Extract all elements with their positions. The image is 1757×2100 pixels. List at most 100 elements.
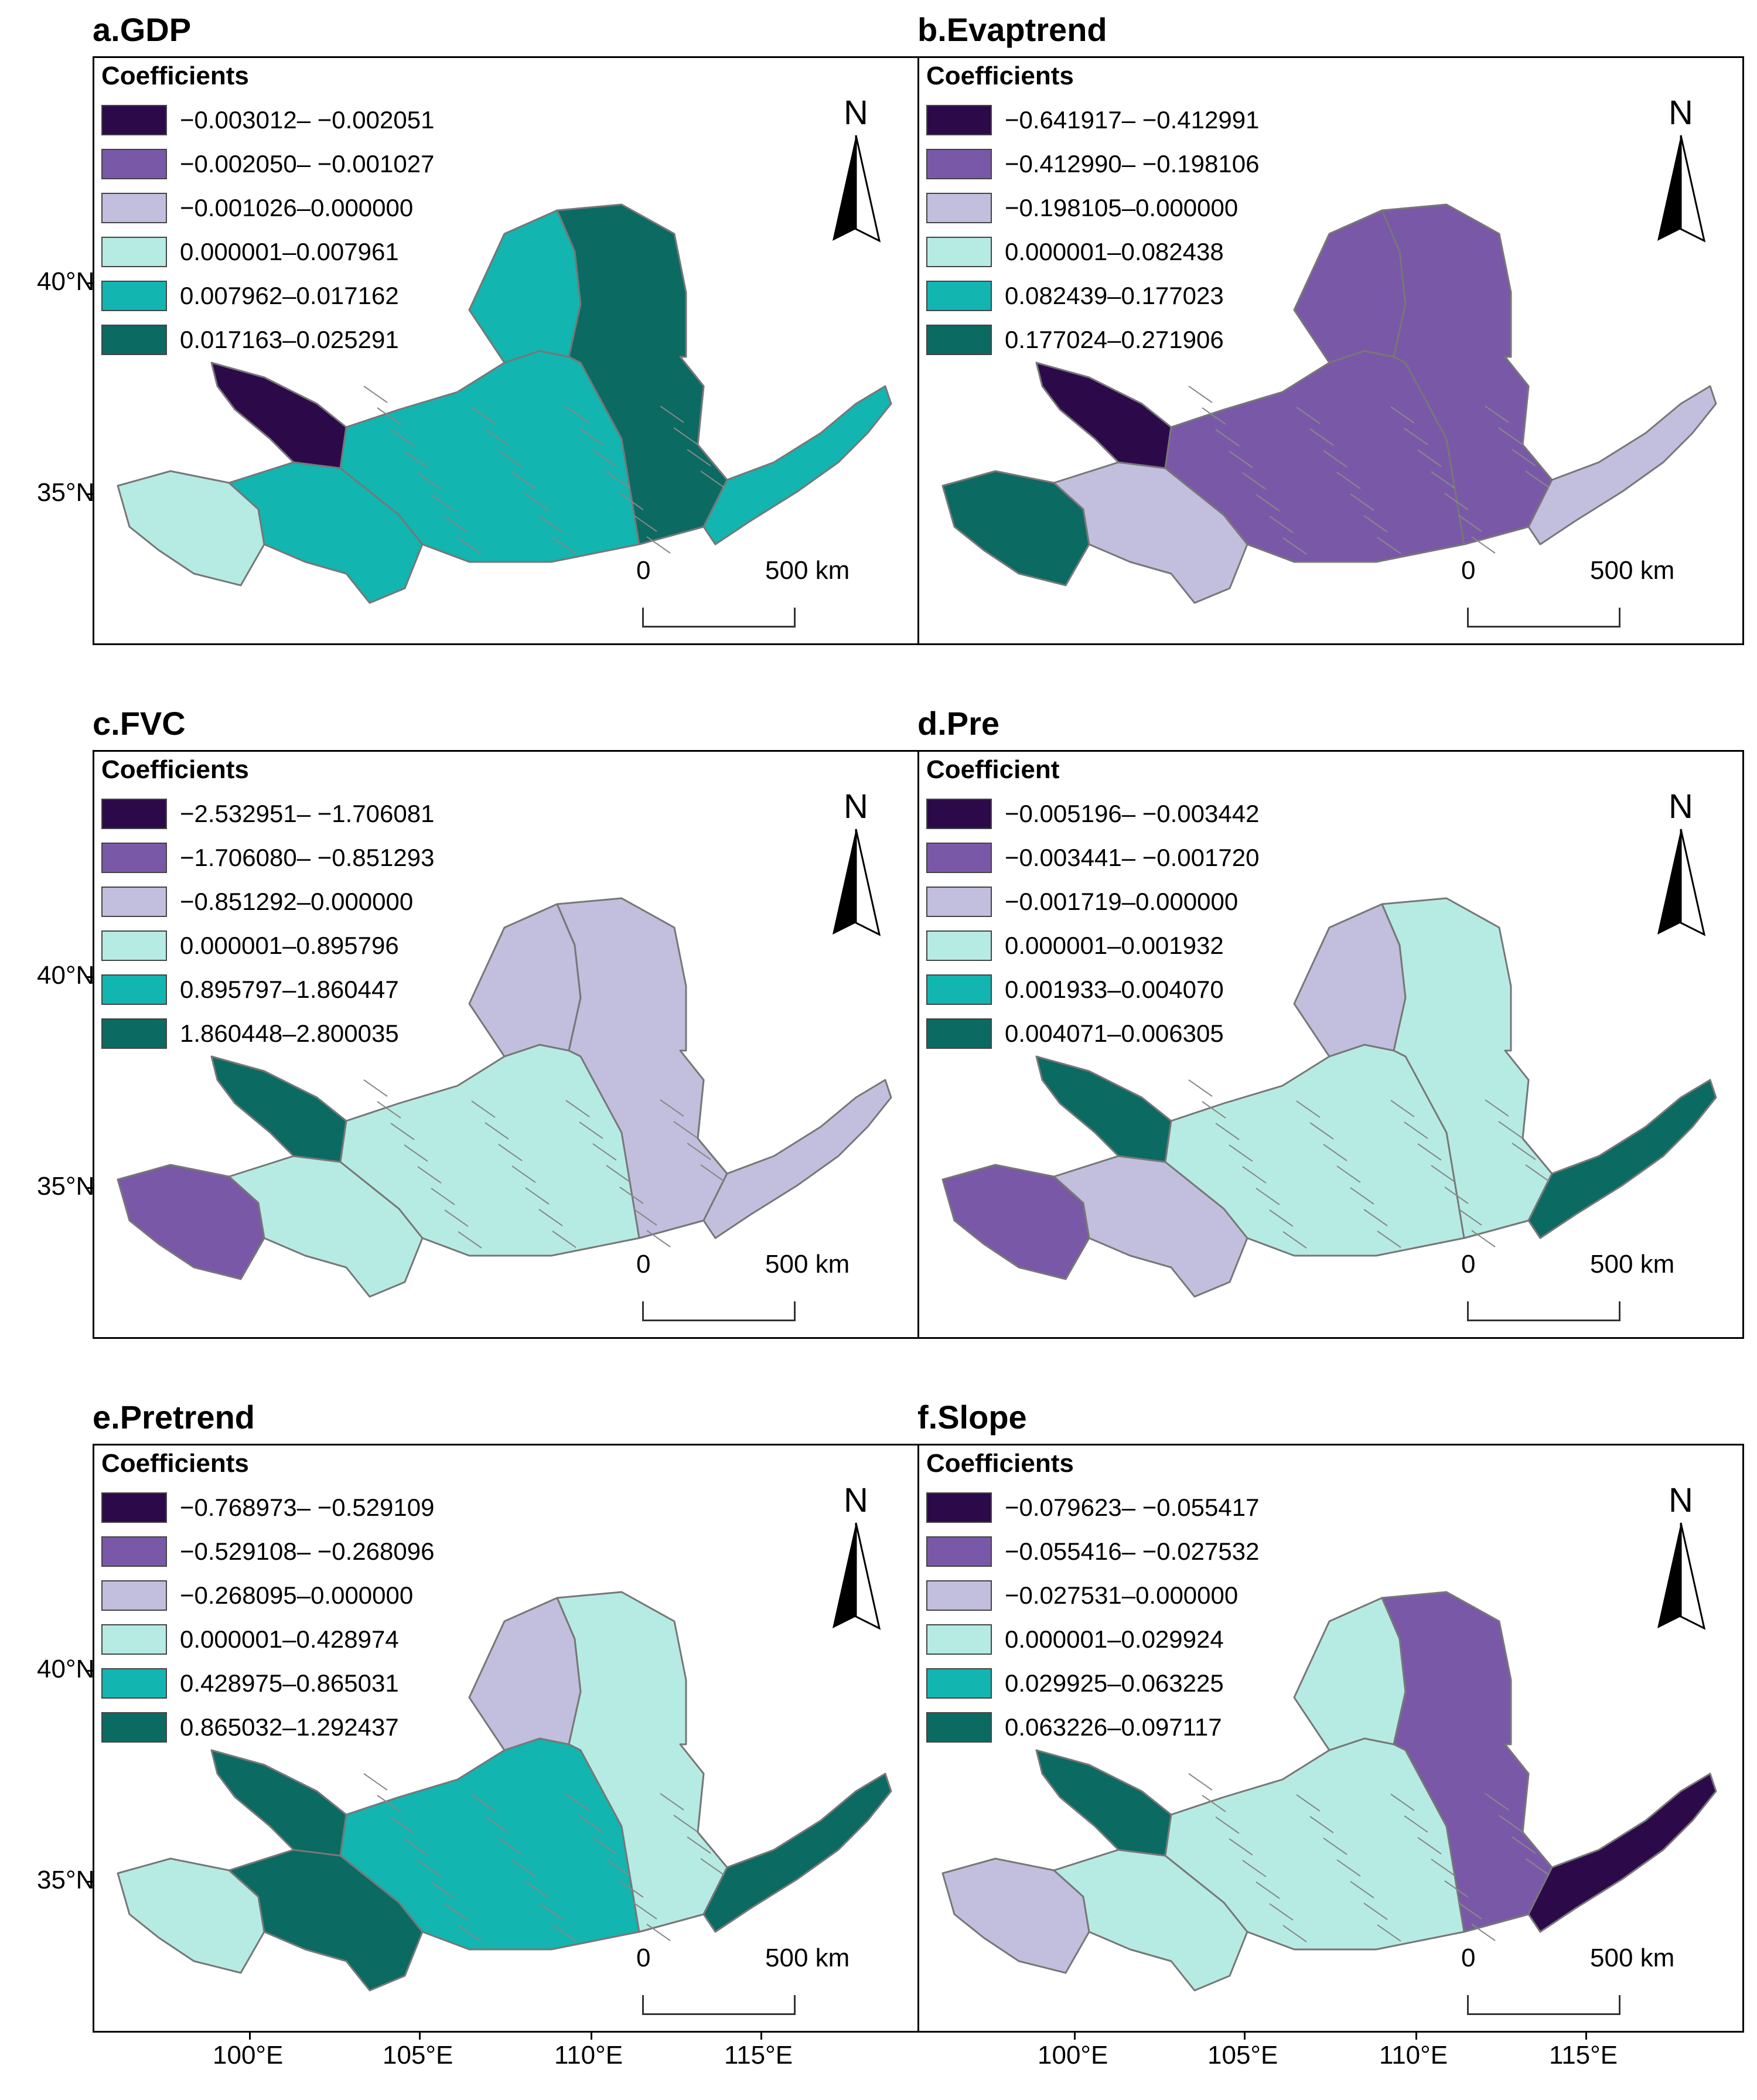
longitude-label: 110°E [554,2041,623,2070]
legend-swatch [101,236,167,267]
county-boundary [1363,1903,1388,1920]
county-boundary [1444,493,1469,510]
north-arrow-icon: N [830,1481,882,1634]
legend-item: 0.000001–0.895796 [101,923,434,967]
county-boundary [687,1143,711,1160]
legend-label: −0.198105–0.000000 [1005,193,1239,221]
county-boundary [458,1925,482,1942]
county-boundary [458,1231,482,1249]
county-boundary [1363,1209,1388,1226]
county-boundary [1296,407,1321,424]
north-arrow-icon: N [1654,93,1707,247]
county-boundary [1431,471,1455,489]
legend-label: −0.002050– −0.001027 [180,149,435,178]
region-west [117,470,265,587]
county-boundary [404,451,428,468]
legend-item: −0.001719–0.000000 [926,879,1259,923]
scale-line [642,608,796,628]
county-boundary [1390,1100,1415,1117]
county-boundary [363,386,388,403]
county-boundary [1215,1123,1240,1140]
scale-bar: 0 500 km [1461,1944,1695,2020]
legend-label: 0.000001–0.001932 [1005,931,1224,959]
county-boundary [1512,1836,1536,1854]
north-arrow-icon: N [830,787,882,940]
legend-item: 0.007962–0.017162 [101,274,434,318]
panel-title-b: b.Evaptrend [917,11,1107,48]
county-boundary [1512,1143,1536,1160]
legend: Coefficients −0.079623– −0.055417 −0.05541… [926,1449,1259,1749]
county-boundary [1525,471,1550,488]
county-boundary [363,1773,388,1791]
scale-start-label: 0 [636,1250,651,1279]
map-panel-e: Coefficients −0.768973– −0.529109 −0.52910… [93,1444,919,2033]
county-boundary [1471,1230,1496,1247]
county-boundary [606,1165,630,1182]
legend-title: Coefficients [926,62,1074,90]
legend-label: −2.532951– −1.706081 [180,799,435,827]
legend-swatch [101,1492,167,1523]
legend-swatch [926,148,992,179]
longitude-tick [760,2033,762,2040]
county-boundary [1498,1121,1523,1138]
county-boundary [525,1881,550,1898]
county-boundary [1323,1838,1347,1855]
scale-line [1467,1995,1620,2015]
county-boundary [1202,1795,1226,1812]
county-boundary [511,1165,536,1183]
scale-bar: 0 500 km [636,556,871,632]
north-label: N [1669,1481,1693,1519]
legend: Coefficients −0.641917– −0.412991 −0.41299… [926,62,1259,362]
county-boundary [619,1880,644,1898]
longitude-label: 105°E [1207,2041,1278,2070]
county-boundary [552,537,576,554]
county-boundary [619,1187,644,1204]
county-boundary [1444,1187,1469,1204]
region-north_loop [468,903,582,1058]
county-boundary [444,1903,469,1921]
legend-item: −0.055416– −0.027532 [926,1529,1259,1573]
county-boundary [552,1924,576,1942]
legend-swatch [926,930,992,961]
county-boundary [592,449,617,467]
legend-title: Coefficient [926,755,1060,784]
legend-item: −0.003012– −0.002051 [101,98,434,142]
region-east_tail [702,1772,892,1933]
region-northwest_strip [210,1055,347,1163]
county-boundary [592,1837,617,1854]
region-east_tail [1527,1772,1717,1933]
county-boundary [1242,1860,1267,1877]
county-boundary [1336,472,1361,489]
county-boundary [1404,428,1428,445]
legend-label: −0.851292–0.000000 [180,887,414,915]
latitude-tick [86,282,93,284]
county-boundary [1188,1773,1213,1791]
county-boundary [1350,1881,1374,1898]
legend-swatch [926,798,992,829]
county-boundary [498,450,523,468]
legend-label: 0.017163–0.025291 [180,325,399,353]
region-west [941,1857,1090,1974]
legend-item: 0.428975–0.865031 [101,1661,434,1705]
legend-swatch [101,1624,167,1655]
county-boundary [1404,1815,1428,1833]
legend-title: Coefficients [101,755,249,784]
legend: Coefficients −0.768973– −0.529109 −0.52910… [101,1449,434,1749]
legend-label: 0.029925–0.063225 [1005,1669,1224,1697]
county-boundary [377,407,401,425]
county-boundary [485,1122,509,1140]
scale-end-label: 500 km [1590,1250,1675,1279]
county-boundary [579,1815,603,1833]
map-panel-b: Coefficients −0.641917– −0.412991 −0.41299… [917,56,1744,645]
legend-label: −0.003012– −0.002051 [180,105,435,134]
county-boundary [633,514,657,532]
legend-title: Coefficients [101,1449,249,1478]
map-panel-f: Coefficients −0.079623– −0.055417 −0.05541… [917,1444,1744,2033]
latitude-label: 40°N [37,267,95,296]
county-boundary [1431,1859,1455,1876]
panel-title-a: a.GDP [93,11,192,48]
county-boundary [1417,1837,1442,1854]
county-boundary [1458,1902,1482,1920]
region-north_loop [1293,209,1407,364]
legend-swatch [926,192,992,223]
